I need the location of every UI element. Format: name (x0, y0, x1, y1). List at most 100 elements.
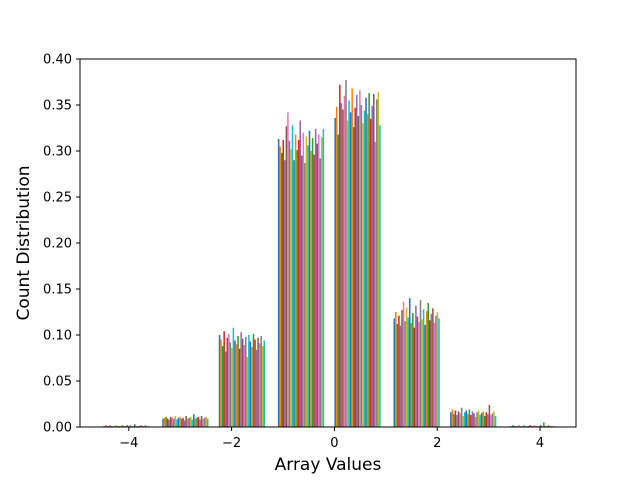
histogram-bar (424, 324, 426, 427)
histogram-bar (351, 88, 353, 427)
histogram-bar (183, 420, 186, 427)
histogram-bar (334, 117, 336, 427)
histogram-bar (294, 134, 297, 427)
histogram-bar (421, 319, 423, 427)
histogram-bar (357, 116, 360, 427)
histogram-bar (322, 128, 325, 428)
histogram-bar (186, 418, 189, 427)
histogram-bar (402, 301, 405, 427)
histogram-bar (166, 418, 169, 427)
histogram-bar (199, 419, 201, 427)
histogram-bar (512, 425, 514, 427)
histogram-bar (436, 312, 439, 427)
y-tick-label: 0.20 (43, 237, 72, 252)
histogram-bar (476, 412, 478, 427)
histogram-bar (480, 413, 483, 427)
histogram-bar (297, 139, 300, 427)
x-tick-label: 2 (433, 436, 441, 451)
histogram-bar (362, 123, 364, 428)
histogram-bar (412, 312, 414, 427)
histogram-bar (249, 341, 252, 427)
histogram-bar (299, 120, 302, 427)
histogram-bar (462, 415, 464, 427)
histogram-bar (261, 346, 264, 427)
histogram-bar (416, 316, 419, 427)
histogram-bar (288, 140, 291, 427)
histogram-bar (284, 160, 286, 427)
histogram-bar (218, 335, 221, 427)
histogram-bar (407, 317, 409, 427)
histogram-bar (293, 160, 295, 427)
histogram-bar (177, 417, 180, 427)
histogram-bar (319, 158, 322, 428)
histogram-bar (432, 308, 434, 427)
histogram-bar (287, 112, 289, 428)
y-tick-label: 0.00 (43, 421, 72, 436)
histogram-bar (232, 327, 235, 427)
histogram-bar (302, 132, 305, 427)
histogram-bar (291, 125, 294, 428)
histogram-bar (202, 418, 204, 427)
histogram-bar (279, 146, 281, 427)
histogram-bar (430, 313, 433, 427)
x-axis-label: Array Values (275, 455, 382, 475)
histogram-bar (393, 318, 396, 427)
histogram-bar (342, 109, 344, 427)
histogram-bar (418, 322, 420, 427)
histogram-bar (543, 422, 545, 427)
histogram-bar (401, 310, 403, 427)
histogram-bar (234, 340, 236, 427)
histogram-bar (372, 93, 375, 428)
histogram-bar (189, 416, 192, 427)
histogram-bar (115, 425, 118, 427)
histogram-bar (485, 412, 488, 427)
x-tick-label: −4 (119, 436, 138, 451)
histogram-bar (180, 418, 183, 427)
histogram-bar (188, 417, 190, 427)
histogram-bar (398, 315, 400, 427)
histogram-bar (171, 417, 174, 427)
histogram-bar (176, 419, 178, 427)
histogram-bar (360, 105, 363, 427)
histogram-bar (352, 127, 355, 427)
histogram-bar (349, 112, 352, 428)
x-tick-label: 4 (536, 436, 544, 451)
histogram-bar (193, 414, 195, 427)
histogram-bar (221, 346, 224, 427)
histogram-bar (174, 415, 177, 427)
histogram-bar (339, 84, 341, 427)
histogram-bar (240, 332, 242, 427)
histogram-bar (348, 100, 350, 428)
histogram-bar (196, 417, 198, 427)
histogram-bar (518, 425, 520, 427)
histogram-bar (163, 417, 166, 427)
histogram-bar (359, 90, 361, 427)
y-tick-label: 0.35 (43, 99, 72, 114)
bars-group (103, 80, 556, 428)
histogram-bar (258, 343, 261, 427)
y-tick-label: 0.25 (43, 191, 72, 206)
histogram-bar (335, 106, 338, 427)
histogram-bar (126, 425, 128, 427)
histogram-bar (224, 351, 227, 427)
histogram-bar (280, 152, 283, 427)
histogram-bar (395, 312, 397, 427)
histogram-bar (321, 137, 323, 427)
histogram-bar (482, 411, 484, 427)
histogram-bar (371, 105, 373, 428)
histogram-bar (340, 103, 343, 427)
histogram-bar (313, 154, 315, 427)
y-tick-label: 0.30 (43, 145, 72, 160)
histogram-bar (451, 409, 454, 427)
histogram-bar (356, 94, 358, 427)
histogram-bar (238, 348, 241, 427)
histogram-bar (104, 425, 107, 427)
histogram-bar (246, 357, 249, 427)
histogram-bar (454, 410, 457, 427)
histogram-bar (410, 323, 413, 427)
y-axis-label: Count Distribution (14, 165, 34, 320)
histogram-bar (450, 412, 452, 427)
histogram-bar (465, 410, 468, 427)
histogram-bar (290, 149, 292, 427)
